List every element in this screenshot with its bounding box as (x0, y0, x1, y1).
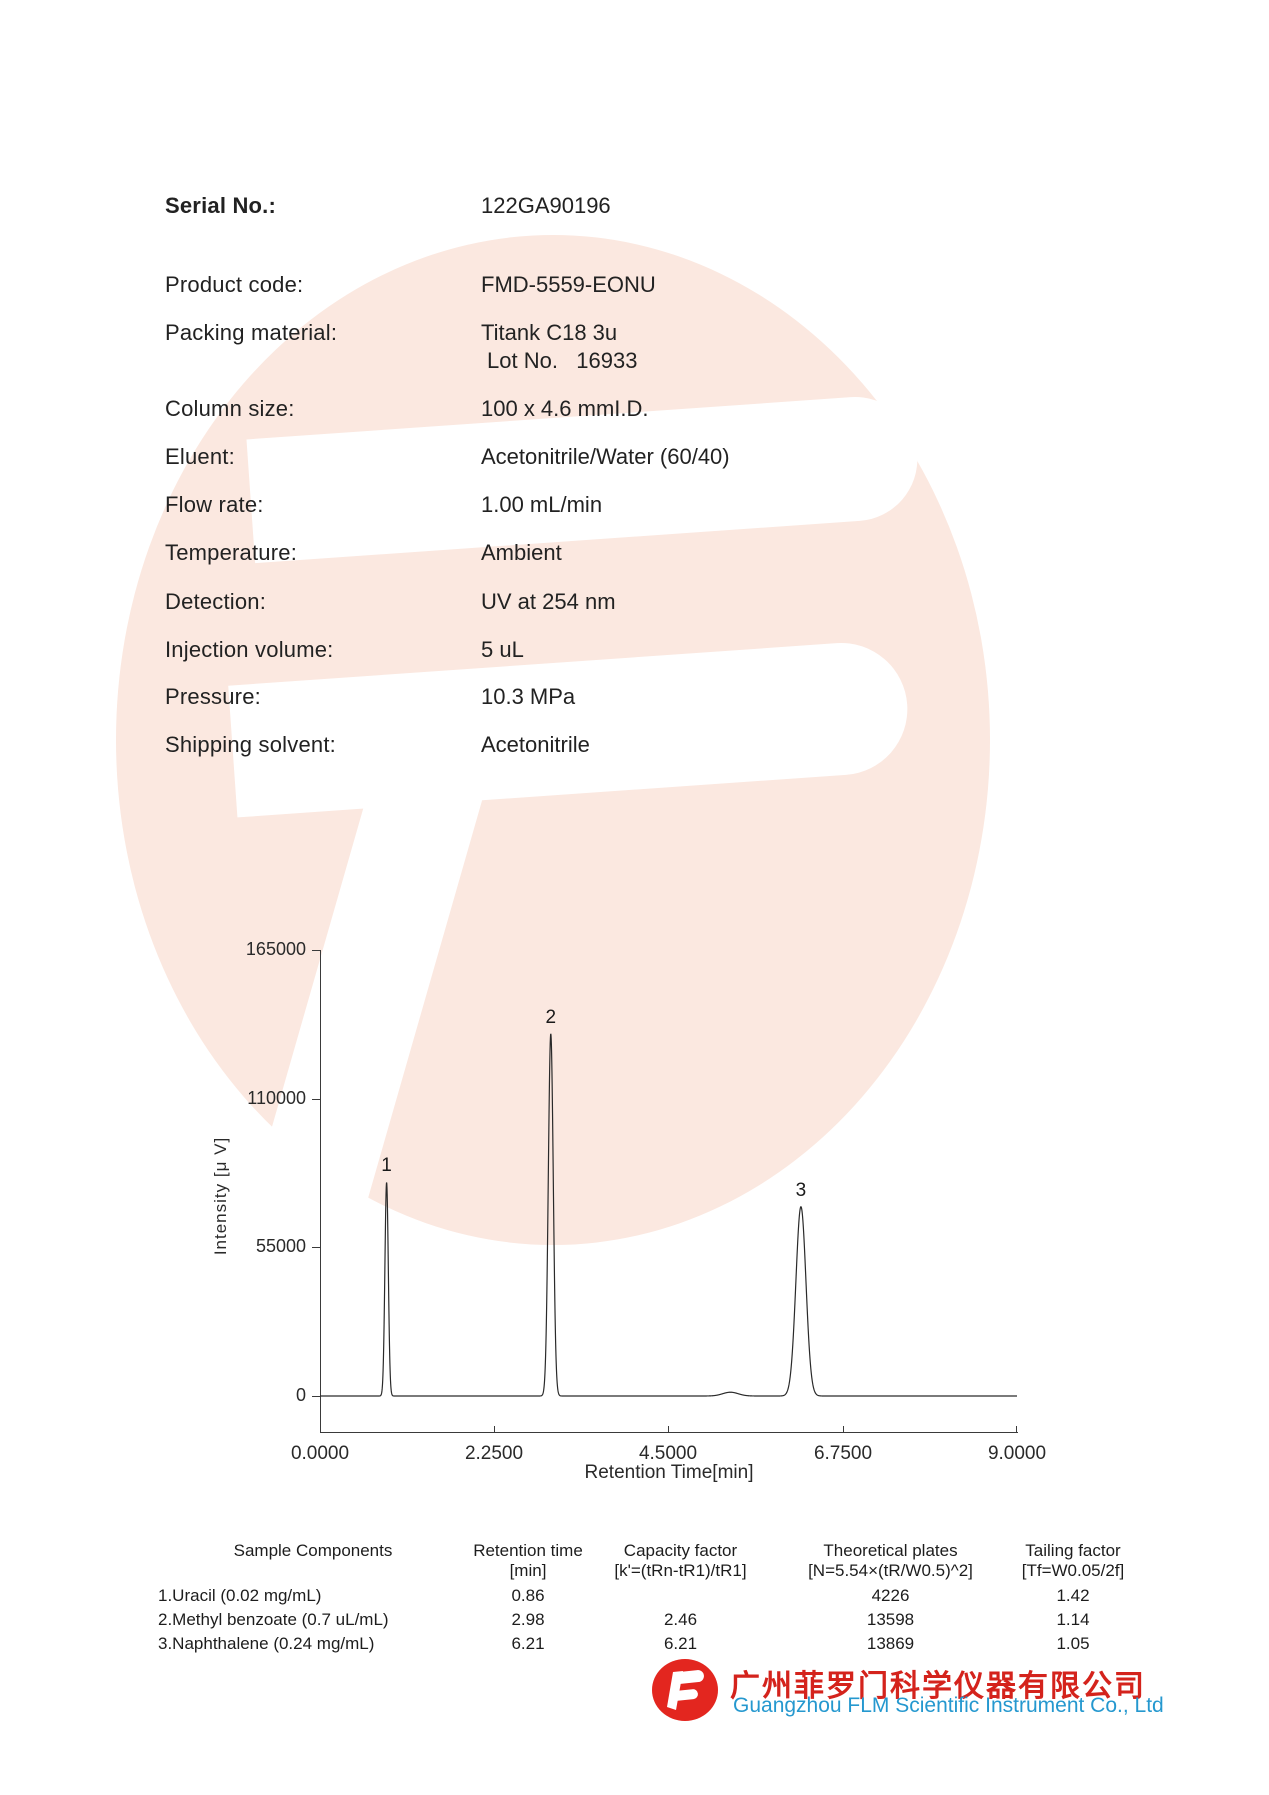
results-table: Sample Components Retention time [min] Ca… (158, 1541, 1158, 1653)
peak-label: 2 (545, 1006, 557, 1028)
column-size-label: Column size: (165, 396, 295, 421)
x-tick-label: 4.5000 (638, 1443, 698, 1464)
pressure-label: Pressure: (165, 684, 261, 709)
field-row-serial: Serial No.: 122GA90196 (0, 193, 1269, 219)
field-row-flow-rate: Flow rate: 1.00 mL/min (0, 492, 1269, 518)
cell-retention: 6.21 (511, 1634, 545, 1653)
field-row-packing-material: Packing material: Titank C18 3u Lot No. … (0, 320, 1269, 373)
company-name-english: Guangzhou FLM Scientific Instrument Co.,… (733, 1694, 1164, 1717)
chromatogram-trace (320, 1033, 1017, 1397)
col-header-capacity: Capacity factor (623, 1541, 738, 1560)
field-row-shipping-solvent: Shipping solvent: Acetonitrile (0, 732, 1269, 758)
temperature-label: Temperature: (165, 540, 298, 565)
x-tick (1016, 1426, 1017, 1433)
field-row-pressure: Pressure: 10.3 MPa (0, 684, 1269, 710)
col-header-retention: Retention time (473, 1541, 583, 1560)
cell-retention: 0.86 (511, 1586, 545, 1605)
col-header-tailing: Tailing factor (1025, 1541, 1121, 1560)
x-tick-label: 2.2500 (464, 1443, 524, 1464)
cell-plates: 13869 (866, 1634, 915, 1653)
table-row: 2.Methyl benzoate (0.7 uL/mL) 2.98 2.46 … (158, 1610, 1158, 1629)
y-tick-label: 0 (295, 1385, 306, 1405)
lot-no-value: Lot No. 16933 (487, 348, 638, 373)
y-tick (312, 1247, 320, 1248)
detection-label: Detection: (165, 589, 267, 614)
pressure-value: 10.3 MPa (481, 684, 576, 709)
x-tick (668, 1426, 669, 1433)
peak-label: 3 (795, 1179, 807, 1201)
cell-capacity: 6.21 (663, 1634, 698, 1653)
field-row-product-code: Product code: FMD-5559-EONU (0, 272, 1269, 298)
y-tick (312, 1099, 320, 1100)
col-header-plates: Theoretical plates (823, 1541, 958, 1560)
x-tick-label: 9.0000 (987, 1443, 1047, 1464)
table-row: 3.Naphthalene (0.24 mg/mL) 6.21 6.21 138… (158, 1634, 1158, 1653)
product-code-label: Product code: (165, 272, 304, 297)
flm-logo-icon (652, 1659, 718, 1721)
packing-material-value: Titank C18 3u (481, 320, 618, 345)
cell-tailing: 1.05 (1056, 1634, 1090, 1653)
x-axis-title: Retention Time[min] (584, 1462, 754, 1483)
x-tick (494, 1426, 495, 1433)
cell-retention: 2.98 (511, 1610, 545, 1629)
column-size-value: 100 x 4.6 mmI.D. (481, 396, 649, 421)
cell-component: 3.Naphthalene (0.24 mg/mL) (158, 1634, 375, 1653)
eluent-label: Eluent: (165, 444, 235, 469)
serial-value: 122GA90196 (481, 193, 611, 218)
product-code-value: FMD-5559-EONU (481, 272, 656, 297)
field-row-eluent: Eluent: Acetonitrile/Water (60/40) (0, 444, 1269, 470)
field-row-temperature: Temperature: Ambient (0, 540, 1269, 566)
cell-capacity (588, 1586, 773, 1605)
temperature-value: Ambient (481, 540, 562, 565)
trace-path (320, 1033, 1017, 1397)
cell-tailing: 1.42 (1056, 1586, 1090, 1605)
flow-rate-value: 1.00 mL/min (481, 492, 603, 517)
cell-component: 1.Uracil (0.02 mg/mL) (158, 1586, 322, 1605)
cell-capacity: 2.46 (663, 1610, 698, 1629)
results-table-header: Sample Components Retention time [min] Ca… (158, 1541, 1158, 1581)
x-tick-label: 0.0000 (290, 1443, 350, 1464)
x-tick (320, 1426, 321, 1433)
injection-volume-value: 5 uL (481, 637, 524, 662)
injection-volume-label: Injection volume: (165, 637, 334, 662)
shipping-solvent-value: Acetonitrile (481, 732, 590, 757)
y-tick-label: 110000 (247, 1088, 306, 1108)
y-axis-title: Intensity [μ V] (211, 1136, 230, 1256)
y-tick (312, 950, 320, 951)
y-tick (312, 1396, 320, 1397)
flow-rate-label: Flow rate: (165, 492, 264, 517)
shipping-solvent-label: Shipping solvent: (165, 732, 336, 757)
field-row-column-size: Column size: 100 x 4.6 mmI.D. (0, 396, 1269, 422)
flm-f-glyph-icon (667, 1670, 704, 1710)
y-tick-label: 55000 (255, 1236, 306, 1256)
detection-value: UV at 254 nm (481, 589, 616, 614)
field-row-detection: Detection: UV at 254 nm (0, 589, 1269, 615)
packing-material-label: Packing material: (165, 320, 338, 345)
x-tick (843, 1426, 844, 1433)
x-axis-line (320, 1432, 1018, 1433)
x-tick-label: 6.7500 (813, 1443, 873, 1464)
cell-tailing: 1.14 (1056, 1610, 1090, 1629)
y-axis-line (320, 950, 321, 1433)
peak-label: 1 (381, 1155, 392, 1177)
company-name-chinese: 广州菲罗门科学仪器有限公司 (730, 1670, 1146, 1703)
eluent-value: Acetonitrile/Water (60/40) (481, 444, 730, 469)
field-row-injection-volume: Injection volume: 5 uL (0, 637, 1269, 663)
cell-plates: 13598 (866, 1610, 915, 1629)
y-tick-label: 165000 (245, 939, 306, 959)
serial-label: Serial No.: (165, 193, 277, 218)
cell-plates: 4226 (871, 1586, 910, 1605)
cell-component: 2.Methyl benzoate (0.7 uL/mL) (158, 1610, 389, 1629)
table-row: 1.Uracil (0.02 mg/mL) 0.86 4226 1.42 (158, 1586, 1158, 1605)
col-header-components: Sample Components (233, 1541, 393, 1560)
